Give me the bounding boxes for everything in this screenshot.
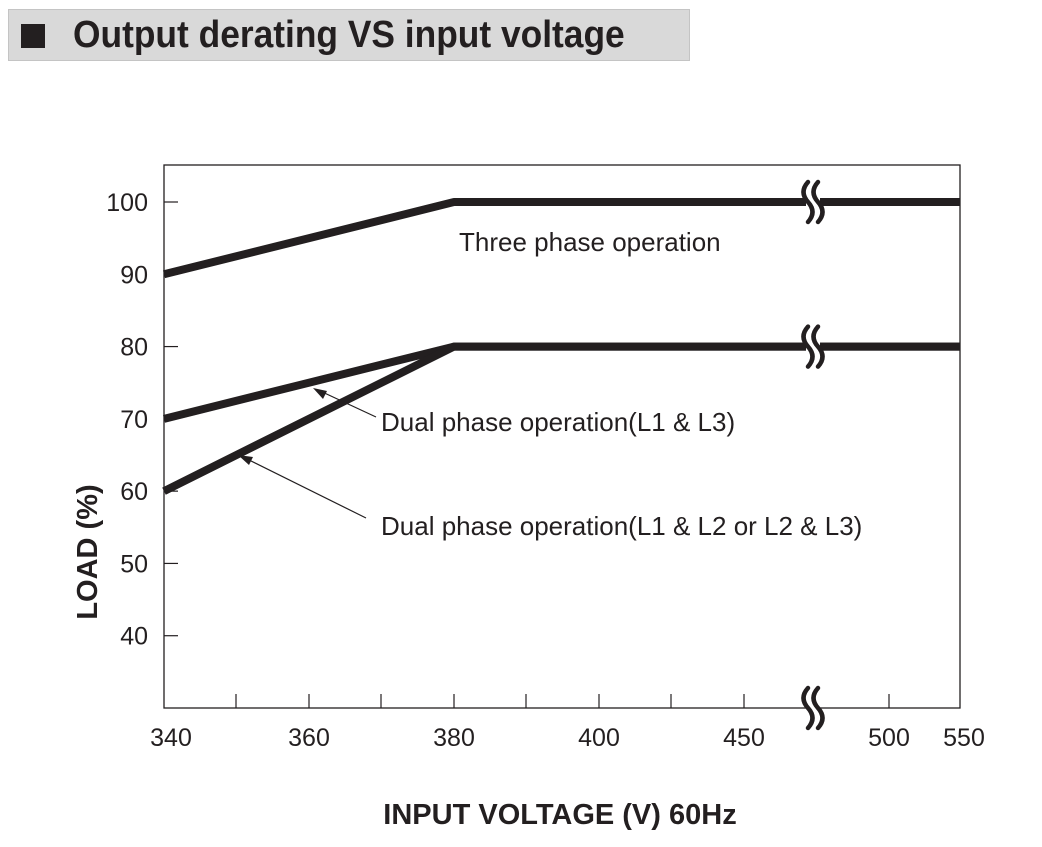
y-axis-ticks: 40 50 60 70 80 90 100 (106, 189, 178, 651)
break-mark (811, 324, 825, 369)
x-tick-label: 500 (868, 724, 910, 752)
x-axis-ticks: 340 360 380 400 450 500 550 (150, 694, 985, 752)
pointer-arrow-dual-l1-l2 (244, 457, 367, 519)
arrowhead-dual-l1-l3 (313, 388, 327, 399)
y-tick-label: 80 (120, 334, 148, 362)
x-tick-label: 340 (150, 724, 192, 752)
title-bar: Output derating VS input voltage (8, 9, 690, 61)
break-mark (811, 179, 825, 225)
pointer-arrow-dual-l1-l3 (317, 389, 377, 418)
series-label-dual-l1-l2-l2-l3: Dual phase operation(L1 & L2 or L2 & L3) (381, 511, 862, 541)
plot-frame (163, 164, 961, 709)
break-gap (806, 324, 820, 369)
series-line-3 (162, 342, 960, 495)
y-axis-label: LOAD (%) (72, 484, 104, 619)
series-label-dual-l1-l3: Dual phase operation(L1 & L3) (381, 407, 735, 437)
break-mark (811, 685, 825, 731)
y-tick-label: 70 (120, 406, 148, 434)
x-tick-label: 550 (943, 724, 985, 752)
arrowhead-dual-l1-l2 (238, 455, 253, 465)
y-tick-label: 100 (106, 189, 148, 217)
series-label-three-phase: Three phase operation (459, 227, 721, 257)
series-lines (162, 198, 960, 495)
y-tick-label: 40 (120, 623, 148, 651)
page-title: Output derating VS input voltage (73, 14, 625, 56)
square-bullet-icon (21, 24, 45, 48)
series-line-1 (163, 198, 960, 279)
x-axis-label: INPUT VOLTAGE (V) 60Hz (383, 799, 736, 831)
break-gap (806, 686, 820, 730)
x-tick-label: 400 (578, 724, 620, 752)
y-tick-label: 50 (120, 550, 148, 578)
y-tick-label: 90 (120, 261, 148, 289)
axis-break-marks (801, 179, 825, 731)
break-gap (806, 180, 820, 224)
x-tick-label: 360 (288, 724, 330, 752)
x-tick-label: 450 (723, 724, 765, 752)
break-mark (801, 179, 815, 225)
y-tick-label: 60 (120, 478, 148, 506)
break-mark (801, 324, 815, 369)
x-tick-label: 380 (433, 724, 475, 752)
break-mark (801, 685, 815, 731)
